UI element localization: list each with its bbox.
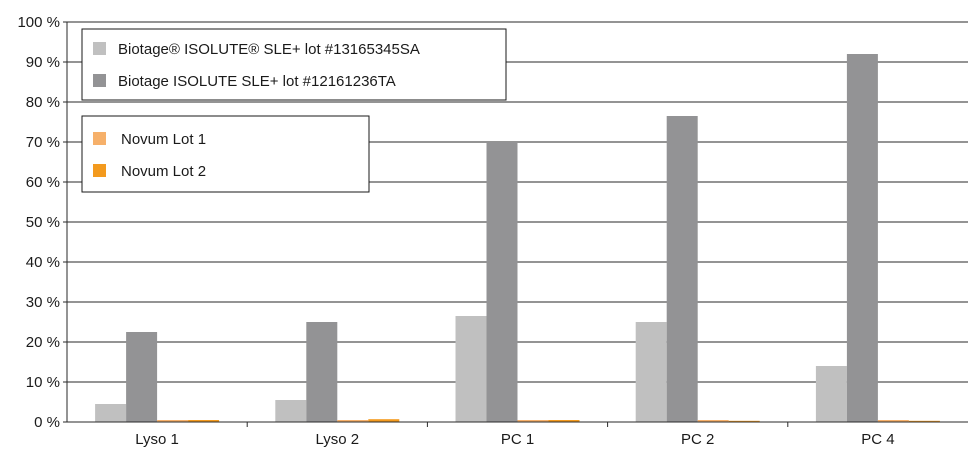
- legend-biotage-frame: [81, 28, 507, 101]
- bars: [95, 54, 940, 422]
- axes: [66, 22, 968, 423]
- y-tick-label: 70 %: [26, 134, 60, 151]
- bar-lyso-1-series-4: [188, 420, 220, 422]
- legend-swatch-series-2: [93, 74, 106, 87]
- y-tick-label: 10 %: [26, 374, 60, 391]
- bar-lyso-2-series-1: [275, 400, 307, 422]
- bar-pc-4-series-2: [846, 54, 878, 422]
- bar-lyso-2-series-4: [368, 419, 400, 422]
- bar-pc-1-series-1: [455, 316, 487, 422]
- legend-swatch-series-3: [93, 132, 106, 145]
- x-tick-label: Lyso 1: [135, 431, 179, 448]
- bar-pc-2-series-3: [697, 420, 729, 422]
- x-tick-label: PC 4: [861, 431, 894, 448]
- bar-pc-4-series-4: [908, 420, 940, 422]
- x-tick-label: PC 2: [681, 431, 714, 448]
- x-tick-label: Lyso 2: [315, 431, 359, 448]
- y-tick-label: 20 %: [26, 334, 60, 351]
- legend-novum-frame: [81, 115, 370, 193]
- x-tick-label: PC 1: [501, 431, 534, 448]
- legend-swatch-series-1: [93, 42, 106, 55]
- bar-pc-4-series-1: [815, 366, 847, 422]
- bar-pc-1-series-4: [548, 420, 580, 422]
- bar-lyso-1-series-2: [126, 332, 158, 422]
- bar-pc-4-series-3: [877, 420, 909, 422]
- y-tick-label: 90 %: [26, 54, 60, 71]
- legend-label-series-3: Novum Lot 1: [121, 131, 206, 148]
- bar-lyso-2-series-3: [337, 420, 369, 422]
- y-tick-label: 60 %: [26, 174, 60, 191]
- legend-biotage: Biotage® ISOLUTE® SLE+ lot #13165345SA B…: [81, 28, 507, 101]
- y-tick-label: 100 %: [17, 14, 60, 31]
- y-tick-label: 80 %: [26, 94, 60, 111]
- bar-lyso-1-series-1: [95, 404, 127, 422]
- legend-label-series-1: Biotage® ISOLUTE® SLE+ lot #13165345SA: [118, 41, 420, 58]
- bar-pc-1-series-2: [486, 142, 518, 422]
- y-tick-label: 30 %: [26, 294, 60, 311]
- y-tick-label: 40 %: [26, 254, 60, 271]
- bar-pc-2-series-1: [635, 322, 667, 422]
- legend-novum: Novum Lot 1 Novum Lot 2: [81, 115, 370, 193]
- bar-pc-1-series-3: [517, 420, 549, 422]
- y-tick-label: 50 %: [26, 214, 60, 231]
- legend-label-series-4: Novum Lot 2: [121, 163, 206, 180]
- y-axis-ticks: 0 % 10 % 20 % 30 % 40 % 50 % 60 % 70 % 80 % 90 % 1…: [17, 14, 67, 431]
- bar-lyso-1-series-3: [157, 420, 189, 422]
- y-tick-label: 0 %: [34, 414, 60, 431]
- bar-pc-2-series-4: [728, 420, 760, 422]
- legend-label-series-2: Biotage ISOLUTE SLE+ lot #12161236TA: [118, 73, 396, 90]
- bar-pc-2-series-2: [666, 116, 698, 422]
- x-axis-ticks: Lyso 1 Lyso 2 PC 1 PC 2 PC 4: [135, 422, 895, 448]
- bar-lyso-2-series-2: [306, 322, 338, 422]
- legend-swatch-series-4: [93, 164, 106, 177]
